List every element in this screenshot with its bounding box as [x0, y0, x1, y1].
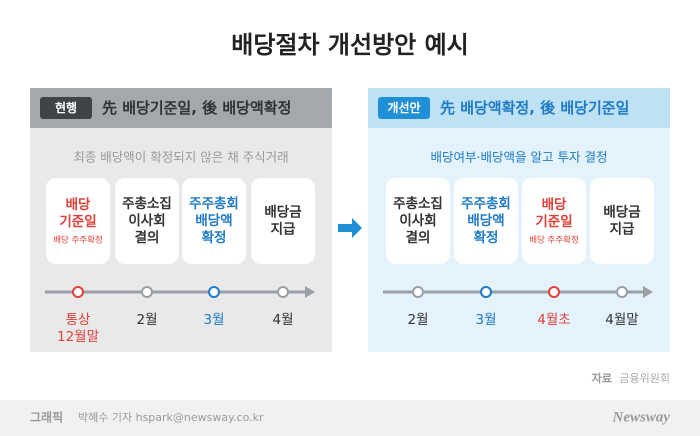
step-text: 결의 [406, 229, 431, 246]
step-text: 지급 [610, 222, 635, 238]
badge: 개선안 [387, 100, 420, 115]
timeline-dot [480, 286, 492, 298]
time-label: 12월말 [57, 329, 99, 345]
step-text: 배당금 [603, 204, 641, 221]
time-label: 3월 [203, 312, 224, 328]
step-text: 배당 [66, 196, 91, 213]
step-text: 기준일 [59, 214, 96, 230]
panel-heading: 先 배당액확정, 後 배당기준일 [440, 99, 629, 117]
step-text: 주주총회 [461, 196, 511, 212]
step-text: 결의 [135, 229, 160, 246]
time-label: 4월말 [605, 312, 638, 328]
step-card [251, 178, 315, 264]
step-text: 주총소집 [122, 195, 172, 212]
time-label: 3월 [475, 312, 496, 328]
step-card [522, 178, 586, 264]
badge: 현행 [55, 100, 77, 115]
time-label: 통상 [66, 312, 91, 328]
step-text: 배당금 [264, 204, 302, 221]
step-text: 확정 [474, 229, 499, 246]
step-text: 배당액 [467, 212, 504, 229]
step-card [182, 178, 246, 264]
source-text: 금융위원회 [619, 372, 670, 385]
panel-subtitle: 배당여부·배당액을 알고 투자 결정 [431, 150, 608, 165]
source-label: 자료 [592, 371, 612, 385]
step-card [386, 178, 450, 264]
step-text: 배당 [542, 196, 567, 213]
step-text: 기준일 [535, 214, 572, 230]
step-text: 주주총회 [189, 196, 239, 212]
footer-credit: 박혜수 기자 hspark@newsway.co.kr [78, 411, 264, 424]
time-label: 4월 [272, 312, 293, 328]
timeline-dot [141, 286, 153, 298]
step-text: 이사회 [399, 212, 436, 229]
timeline-dot [208, 286, 220, 298]
footer-logo: Newsway [612, 409, 671, 425]
step-card [46, 178, 110, 264]
title: 배당절차 개선방안 예시 [231, 31, 469, 59]
footer-label: 그래픽 [30, 410, 63, 425]
step-note: 배당 주주확정 [529, 234, 579, 245]
step-text: 이사회 [128, 212, 165, 229]
timeline-dot [72, 286, 84, 298]
panel-heading: 先 배당기준일, 後 배당액확정 [102, 99, 291, 117]
timeline-dot [616, 286, 628, 298]
step-text: 확정 [202, 229, 227, 246]
timeline-arrow [643, 286, 653, 298]
step-card [115, 178, 179, 264]
step-note: 배당 주주확정 [53, 234, 103, 245]
step-card [454, 178, 518, 264]
footer-band [0, 400, 700, 436]
step-text: 지급 [271, 222, 296, 238]
timeline-dot [277, 286, 289, 298]
badge-box [40, 97, 92, 119]
timeline-dot [412, 286, 424, 298]
badge-box [378, 97, 430, 119]
timeline-arrow [305, 286, 315, 298]
step-text: 배당액 [195, 212, 232, 229]
time-label: 4월초 [537, 312, 570, 328]
timeline-dot [548, 286, 560, 298]
panel-subtitle: 최종 배당액이 확정되지 않은 채 주식거래 [73, 150, 288, 165]
step-text: 주총소집 [393, 195, 443, 212]
arrow [338, 218, 362, 238]
time-label: 2월 [407, 312, 428, 328]
step-card [590, 178, 654, 264]
time-label: 2월 [136, 312, 157, 328]
